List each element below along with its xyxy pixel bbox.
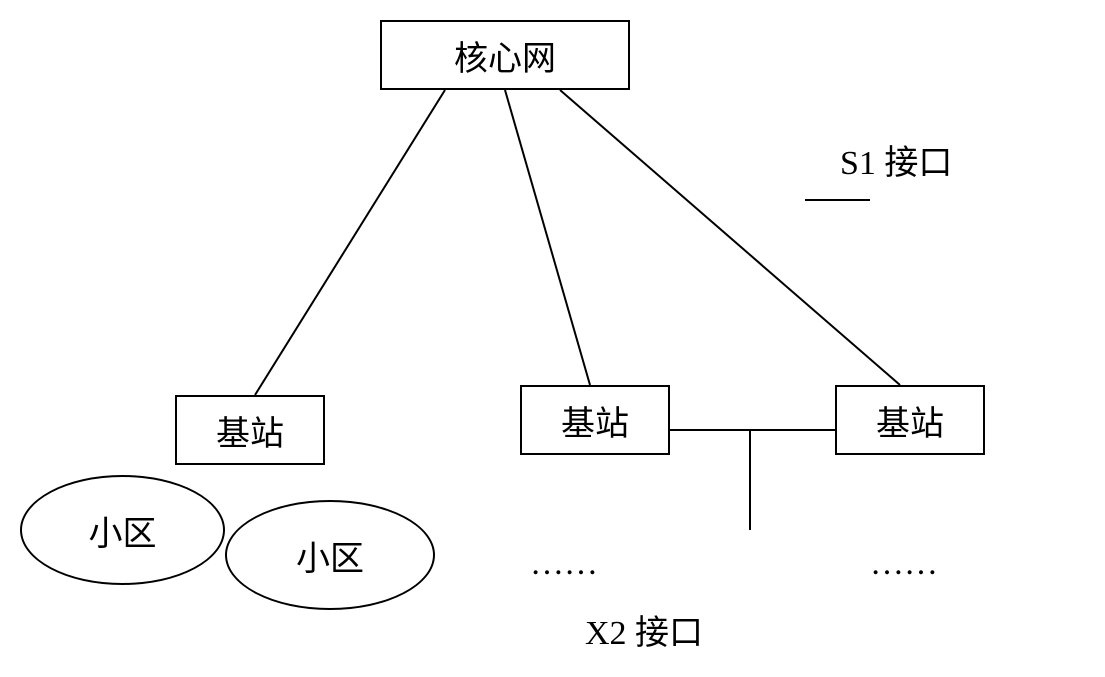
base-station-3-box: 基站 [835, 385, 985, 455]
cell-2-ellipse: 小区 [225, 500, 435, 610]
cell-1-ellipse: 小区 [20, 475, 225, 585]
base-station-1-label: 基站 [216, 406, 284, 455]
dots-right-label: …… [870, 545, 938, 583]
base-station-3-label: 基站 [876, 396, 944, 445]
cell-2-label: 小区 [296, 531, 364, 580]
base-station-2-label: 基站 [561, 396, 629, 445]
cell-1-label: 小区 [89, 506, 157, 555]
base-station-2-box: 基站 [520, 385, 670, 455]
core-network-box: 核心网 [380, 20, 630, 90]
base-station-1-box: 基站 [175, 395, 325, 465]
x2-interface-label: X2 接口 [585, 605, 703, 654]
dots-left-label: …… [530, 545, 598, 583]
core-network-label: 核心网 [454, 31, 556, 80]
s1-interface-label: S1 接口 [840, 135, 952, 184]
